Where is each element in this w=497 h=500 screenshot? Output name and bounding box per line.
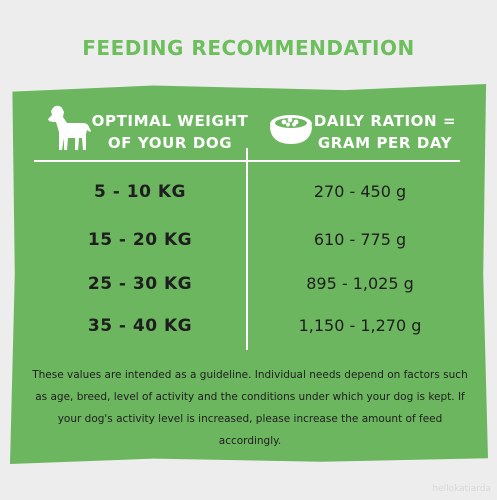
weight-cell: 35 - 40 KG bbox=[87, 316, 193, 336]
ration-cell: 895 - 1,025 g bbox=[306, 274, 414, 293]
ration-cell: 1,150 - 1,270 g bbox=[298, 316, 422, 335]
ration-header-line2: GRAM PER DAY bbox=[317, 134, 453, 152]
weight-cell: 5 - 10 KG bbox=[94, 182, 186, 202]
ration-column-header: DAILY RATION = GRAM PER DAY bbox=[310, 110, 460, 154]
weight-header-line1: OPTIMAL WEIGHT bbox=[91, 112, 249, 130]
food-bowl-icon bbox=[270, 115, 312, 144]
ration-header-line1: DAILY RATION = bbox=[313, 112, 457, 130]
ration-cell: 270 - 450 g bbox=[313, 182, 407, 201]
ration-cell: 610 - 775 g bbox=[313, 230, 407, 249]
watermark: hellokatiarda bbox=[432, 484, 491, 494]
weight-header-line2: OF YOUR DOG bbox=[107, 134, 233, 152]
weight-cell: 15 - 20 KG bbox=[87, 230, 193, 250]
dog-icon bbox=[48, 105, 91, 150]
weight-cell: 25 - 30 KG bbox=[87, 274, 193, 294]
page-title: FEEDING RECOMMENDATION bbox=[82, 36, 415, 60]
feeding-panel: OPTIMAL WEIGHT OF YOUR DOG DAILY RATION … bbox=[10, 84, 488, 464]
column-divider bbox=[246, 148, 248, 350]
weight-column-header: OPTIMAL WEIGHT OF YOUR DOG bbox=[90, 110, 250, 154]
guideline-note: These values are intended as a guideline… bbox=[32, 369, 468, 447]
